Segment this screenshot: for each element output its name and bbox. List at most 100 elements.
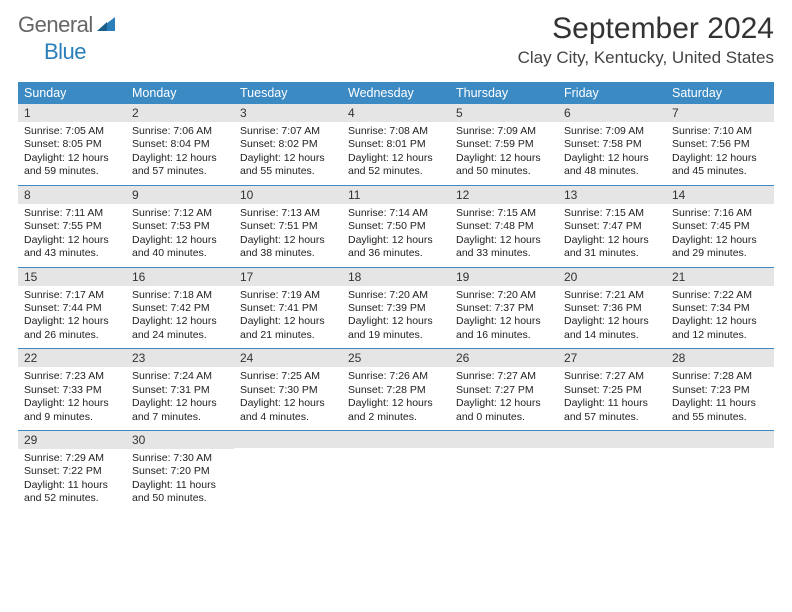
calendar-cell: 23Sunrise: 7:24 AMSunset: 7:31 PMDayligh… [126, 349, 234, 431]
daylight-line: Daylight: 12 hours and 45 minutes. [672, 152, 768, 179]
sunset-line: Sunset: 7:28 PM [348, 384, 444, 397]
calendar-cell: 5Sunrise: 7:09 AMSunset: 7:59 PMDaylight… [450, 104, 558, 186]
sunset-line: Sunset: 7:58 PM [564, 138, 660, 151]
calendar-cell: 18Sunrise: 7:20 AMSunset: 7:39 PMDayligh… [342, 268, 450, 350]
sunrise-line: Sunrise: 7:25 AM [240, 370, 336, 383]
sunrise-line: Sunrise: 7:27 AM [564, 370, 660, 383]
sunset-line: Sunset: 7:53 PM [132, 220, 228, 233]
calendar-cell: 1Sunrise: 7:05 AMSunset: 8:05 PMDaylight… [18, 104, 126, 186]
daylight-line: Daylight: 11 hours and 57 minutes. [564, 397, 660, 424]
weekday-header: Sunday Monday Tuesday Wednesday Thursday… [18, 82, 774, 104]
sunrise-line: Sunrise: 7:16 AM [672, 207, 768, 220]
day-number: 7 [666, 104, 774, 122]
sunset-line: Sunset: 7:34 PM [672, 302, 768, 315]
day-number: 19 [450, 268, 558, 286]
sunset-line: Sunset: 7:20 PM [132, 465, 228, 478]
sunset-line: Sunset: 7:27 PM [456, 384, 552, 397]
sunrise-line: Sunrise: 7:07 AM [240, 125, 336, 138]
sunrise-line: Sunrise: 7:10 AM [672, 125, 768, 138]
calendar-cell: 9Sunrise: 7:12 AMSunset: 7:53 PMDaylight… [126, 186, 234, 268]
logo-text-blue: Blue [44, 39, 86, 64]
sunset-line: Sunset: 7:55 PM [24, 220, 120, 233]
sunrise-line: Sunrise: 7:18 AM [132, 289, 228, 302]
calendar-week: 1Sunrise: 7:05 AMSunset: 8:05 PMDaylight… [18, 104, 774, 186]
daylight-line: Daylight: 12 hours and 2 minutes. [348, 397, 444, 424]
sunset-line: Sunset: 7:47 PM [564, 220, 660, 233]
sunrise-line: Sunrise: 7:21 AM [564, 289, 660, 302]
calendar-week: 29Sunrise: 7:29 AMSunset: 7:22 PMDayligh… [18, 431, 774, 512]
daylight-line: Daylight: 12 hours and 21 minutes. [240, 315, 336, 342]
weekday-label: Saturday [666, 82, 774, 104]
daylight-line: Daylight: 12 hours and 14 minutes. [564, 315, 660, 342]
day-number: 26 [450, 349, 558, 367]
daylight-line: Daylight: 12 hours and 52 minutes. [348, 152, 444, 179]
sunrise-line: Sunrise: 7:05 AM [24, 125, 120, 138]
sunrise-line: Sunrise: 7:09 AM [456, 125, 552, 138]
sunset-line: Sunset: 7:23 PM [672, 384, 768, 397]
day-number: 25 [342, 349, 450, 367]
calendar-cell-empty [558, 431, 666, 512]
sunrise-line: Sunrise: 7:09 AM [564, 125, 660, 138]
calendar-cell: 12Sunrise: 7:15 AMSunset: 7:48 PMDayligh… [450, 186, 558, 268]
daylight-line: Daylight: 12 hours and 59 minutes. [24, 152, 120, 179]
calendar-cell: 24Sunrise: 7:25 AMSunset: 7:30 PMDayligh… [234, 349, 342, 431]
sunset-line: Sunset: 8:04 PM [132, 138, 228, 151]
weekday-label: Sunday [18, 82, 126, 104]
sunrise-line: Sunrise: 7:23 AM [24, 370, 120, 383]
sunset-line: Sunset: 7:50 PM [348, 220, 444, 233]
weekday-label: Thursday [450, 82, 558, 104]
weekday-label: Wednesday [342, 82, 450, 104]
sunrise-line: Sunrise: 7:24 AM [132, 370, 228, 383]
calendar-cell: 7Sunrise: 7:10 AMSunset: 7:56 PMDaylight… [666, 104, 774, 186]
daylight-line: Daylight: 12 hours and 4 minutes. [240, 397, 336, 424]
calendar-week: 15Sunrise: 7:17 AMSunset: 7:44 PMDayligh… [18, 268, 774, 350]
day-number: 11 [342, 186, 450, 204]
daylight-line: Daylight: 11 hours and 52 minutes. [24, 479, 120, 506]
daylight-line: Daylight: 12 hours and 29 minutes. [672, 234, 768, 261]
daylight-line: Daylight: 12 hours and 16 minutes. [456, 315, 552, 342]
daylight-line: Daylight: 12 hours and 9 minutes. [24, 397, 120, 424]
calendar: Sunday Monday Tuesday Wednesday Thursday… [18, 82, 774, 512]
sunset-line: Sunset: 7:31 PM [132, 384, 228, 397]
daylight-line: Daylight: 12 hours and 43 minutes. [24, 234, 120, 261]
sunset-line: Sunset: 7:48 PM [456, 220, 552, 233]
sunrise-line: Sunrise: 7:08 AM [348, 125, 444, 138]
sunrise-line: Sunrise: 7:20 AM [348, 289, 444, 302]
sunrise-line: Sunrise: 7:12 AM [132, 207, 228, 220]
calendar-cell: 14Sunrise: 7:16 AMSunset: 7:45 PMDayligh… [666, 186, 774, 268]
calendar-cell: 8Sunrise: 7:11 AMSunset: 7:55 PMDaylight… [18, 186, 126, 268]
day-number: 18 [342, 268, 450, 286]
daylight-line: Daylight: 12 hours and 24 minutes. [132, 315, 228, 342]
calendar-cell: 20Sunrise: 7:21 AMSunset: 7:36 PMDayligh… [558, 268, 666, 350]
calendar-cell: 26Sunrise: 7:27 AMSunset: 7:27 PMDayligh… [450, 349, 558, 431]
sunset-line: Sunset: 7:59 PM [456, 138, 552, 151]
sunrise-line: Sunrise: 7:30 AM [132, 452, 228, 465]
daylight-line: Daylight: 12 hours and 12 minutes. [672, 315, 768, 342]
sunrise-line: Sunrise: 7:28 AM [672, 370, 768, 383]
weekday-label: Friday [558, 82, 666, 104]
header: General Blue September 2024 Clay City, K… [18, 12, 774, 68]
day-number: 8 [18, 186, 126, 204]
sunset-line: Sunset: 7:51 PM [240, 220, 336, 233]
daylight-line: Daylight: 12 hours and 40 minutes. [132, 234, 228, 261]
daylight-line: Daylight: 12 hours and 36 minutes. [348, 234, 444, 261]
day-number: 21 [666, 268, 774, 286]
sunrise-line: Sunrise: 7:15 AM [456, 207, 552, 220]
calendar-cell: 16Sunrise: 7:18 AMSunset: 7:42 PMDayligh… [126, 268, 234, 350]
calendar-week: 8Sunrise: 7:11 AMSunset: 7:55 PMDaylight… [18, 186, 774, 268]
daylight-line: Daylight: 12 hours and 57 minutes. [132, 152, 228, 179]
day-number: 4 [342, 104, 450, 122]
sunset-line: Sunset: 7:25 PM [564, 384, 660, 397]
weekday-label: Tuesday [234, 82, 342, 104]
day-number: 12 [450, 186, 558, 204]
daylight-line: Daylight: 11 hours and 55 minutes. [672, 397, 768, 424]
day-number: 24 [234, 349, 342, 367]
calendar-cell-empty [342, 431, 450, 512]
day-number: 15 [18, 268, 126, 286]
logo-text-general: General [18, 12, 93, 37]
sunset-line: Sunset: 7:37 PM [456, 302, 552, 315]
calendar-cell: 27Sunrise: 7:27 AMSunset: 7:25 PMDayligh… [558, 349, 666, 431]
sunrise-line: Sunrise: 7:19 AM [240, 289, 336, 302]
sunrise-line: Sunrise: 7:20 AM [456, 289, 552, 302]
day-number: 2 [126, 104, 234, 122]
